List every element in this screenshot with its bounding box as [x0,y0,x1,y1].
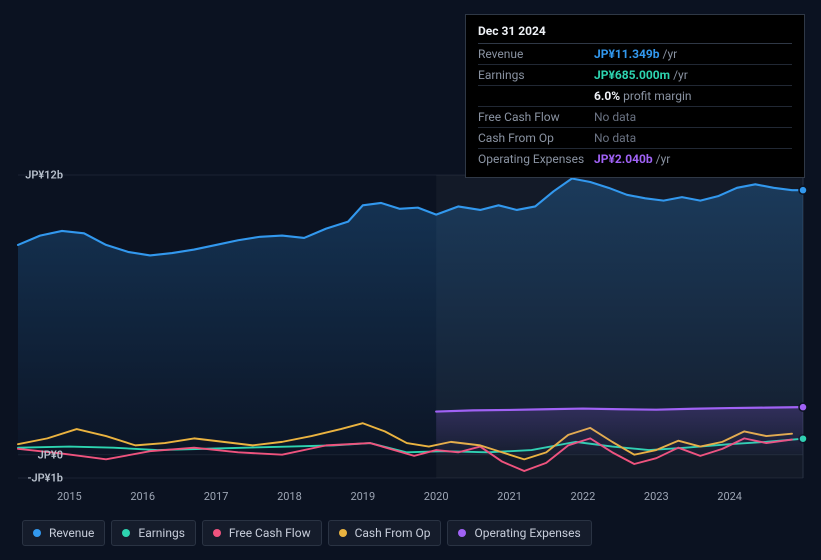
tooltip-nodata: No data [594,131,636,145]
x-tick-label: 2024 [717,490,742,503]
tooltip-suffix: /yr [673,68,688,82]
legend-label: Operating Expenses [474,526,580,540]
tooltip-row-label: Revenue [478,47,594,61]
tooltip-row-label: Cash From Op [478,131,594,145]
legend-dot-icon [122,529,130,537]
hover-tooltip: Dec 31 2024RevenueJP¥11.349b/yrEarningsJ… [465,14,805,178]
legend-label: Free Cash Flow [229,526,311,540]
x-tick-label: 2023 [644,490,669,503]
tooltip-row: RevenueJP¥11.349b/yr [478,44,792,65]
legend-item-free_cash_flow[interactable]: Free Cash Flow [202,520,322,546]
tooltip-suffix: /yr [663,47,678,61]
tooltip-row: Free Cash FlowNo data [478,107,792,128]
tooltip-value: JP¥11.349b [594,47,660,61]
x-tick-label: 2019 [350,490,375,503]
tooltip-row-label: Earnings [478,68,594,82]
legend-label: Earnings [138,526,185,540]
legend-label: Cash From Op [355,526,431,540]
legend-item-cash_from_op[interactable]: Cash From Op [328,520,442,546]
tooltip-suffix: /yr [656,152,671,166]
legend-item-operating_expenses[interactable]: Operating Expenses [447,520,591,546]
legend-dot-icon [458,529,466,537]
legend-item-revenue[interactable]: Revenue [22,520,105,546]
x-tick-label: 2018 [277,490,302,503]
tooltip-row: EarningsJP¥685.000m/yr [478,65,792,86]
y-tick-label: -JP¥1b [27,472,63,485]
revenue-end-marker [799,186,807,194]
legend-label: Revenue [49,526,94,540]
x-tick-label: 2015 [57,490,82,503]
tooltip-row-label: Operating Expenses [478,152,594,166]
legend: Revenue Earnings Free Cash Flow Cash From O… [22,520,592,546]
tooltip-row-label: Free Cash Flow [478,110,594,124]
x-tick-label: 2016 [130,490,155,503]
x-tick-label: 2021 [497,490,522,503]
tooltip-value: 6.0% [594,89,620,103]
tooltip-row: Operating ExpensesJP¥2.040b/yr [478,149,792,169]
tooltip-row: Cash From OpNo data [478,128,792,149]
tooltip-date: Dec 31 2024 [478,21,792,44]
tooltip-value: JP¥685.000m [594,68,670,82]
legend-dot-icon [213,529,221,537]
y-tick-label: JP¥0 [38,448,63,461]
operating_expenses-end-marker [799,403,807,411]
tooltip-suffix: profit margin [623,89,691,103]
tooltip-value: JP¥2.040b [594,152,653,166]
x-tick-label: 2020 [424,490,449,503]
legend-dot-icon [339,529,347,537]
legend-item-earnings[interactable]: Earnings [111,520,196,546]
x-tick-label: 2022 [571,490,596,503]
tooltip-nodata: No data [594,110,636,124]
x-tick-label: 2017 [204,490,229,503]
legend-dot-icon [33,529,41,537]
tooltip-row: 6.0%profit margin [478,86,792,107]
y-tick-label: JP¥12b [25,169,63,182]
